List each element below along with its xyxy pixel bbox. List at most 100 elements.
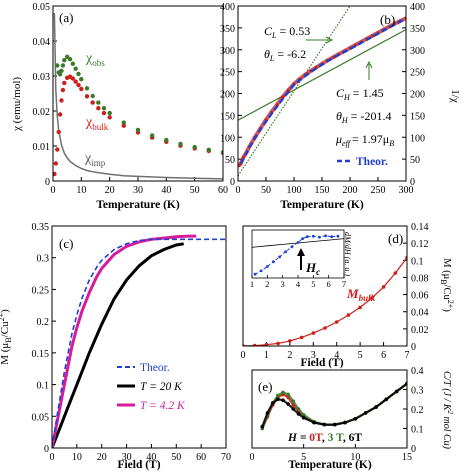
series-1-point [291, 399, 296, 404]
inset-dmdh-point [311, 234, 315, 238]
y-tick-label: 0.3 [411, 386, 424, 397]
series-bulk-point [56, 129, 61, 135]
inset-frame [251, 229, 345, 279]
panel-e-label: (e) [258, 379, 272, 394]
series-obs-point [90, 93, 95, 99]
series-2-point [281, 398, 285, 403]
x-tick-label: 3 [311, 350, 316, 361]
inset-ylabel: dM/dH (a. u.) [343, 232, 352, 276]
x-tick-label: 7 [405, 350, 410, 361]
panel-a-ylabel: χ (emu/mol) [11, 77, 23, 132]
annot-theta-l: θL = -6.2 [264, 47, 306, 63]
series-bulk-point [57, 112, 63, 117]
annot-ch: CH = 1.45 [336, 86, 384, 102]
bulk-point [264, 342, 269, 346]
data-point [238, 164, 241, 168]
panel-b-label: (b) [380, 12, 395, 27]
series-4k-line [52, 234, 197, 448]
series-obs-point [76, 71, 81, 77]
x-tick-label: 200 [343, 185, 358, 196]
panel-e-xlabel: Temperature (K) [288, 459, 372, 471]
panel-d-frame [242, 225, 408, 347]
y-tick-label: 0.15 [32, 349, 50, 360]
series-obs-point [62, 58, 67, 63]
inset-dmdh-point [330, 235, 334, 239]
panel-c-frame [51, 225, 227, 449]
series-obs-point [60, 63, 66, 68]
series-2-point [296, 412, 301, 416]
x-tick-label: 50 [190, 185, 200, 196]
x-tick-label: 0 [250, 452, 255, 463]
series-1-line [261, 382, 407, 429]
series-bulk-point [59, 98, 64, 103]
panel-b-frame [237, 5, 407, 182]
y-tick-label: 250 [410, 68, 425, 79]
y-tick-label: 100 [220, 133, 235, 144]
inset-x-tick-label: 1 [250, 279, 254, 289]
y-tick-label: 0.05 [33, 2, 51, 13]
y-tick-label: 200 [220, 90, 235, 101]
series-obs-point [135, 127, 141, 133]
panel-d: 0 1 2 3 4 5 6 700.020.040.060.080.10.120.14 (d)… [241, 222, 456, 369]
series-obs-point [164, 137, 169, 143]
panel-d-xlabel: Field (T) [300, 357, 343, 369]
arrow-cl-head [325, 36, 334, 44]
x-tick-label: 4 [334, 350, 339, 361]
y-tick-label: 0 [410, 177, 415, 188]
y-tick-label: 0.2 [411, 405, 424, 416]
y-tick-label: 0.14 [411, 222, 429, 233]
series-2-point [265, 411, 270, 415]
series-obs-point [206, 147, 211, 152]
legend-c-label-20k: T = 20 K [140, 381, 183, 393]
series-obs-point [220, 150, 223, 155]
series-2-point [260, 424, 265, 429]
y-tick-label: 100 [410, 133, 425, 144]
y-tick-label: 50 [225, 155, 235, 166]
bulk-point [393, 271, 398, 275]
series-bulk-point [101, 110, 107, 116]
series-imp-line [53, 12, 223, 180]
series-obs-point [67, 57, 73, 62]
inset-x-tick-label: 3 [281, 279, 285, 289]
series-20k-line [52, 242, 184, 448]
panel-a-xlabel: Temperature (K) [96, 199, 180, 211]
y-tick-label: 0.08 [411, 273, 429, 284]
series-2-point [301, 416, 306, 420]
x-tick-label: 40 [161, 185, 171, 196]
series-bulk-point [79, 86, 84, 92]
panel-e-marks [260, 381, 407, 431]
series-theor-line [52, 238, 226, 448]
series-1-point [286, 392, 291, 397]
bulk-point [323, 326, 327, 330]
series-2-point [353, 417, 358, 421]
x-tick-label: 300 [399, 185, 414, 196]
series-2-point [394, 389, 399, 394]
series-bulk-point [121, 123, 127, 128]
y-tick-label: 300 [410, 46, 425, 57]
series-obs-point [192, 144, 197, 150]
series-1-point [276, 393, 280, 398]
y-tick-label: 0 [45, 177, 50, 188]
panel-a-marks [53, 12, 223, 180]
y-tick-label: 300 [220, 46, 235, 57]
inset-dmdh-point [318, 235, 321, 239]
y-tick-label: 0.06 [411, 291, 429, 302]
data-point [371, 34, 374, 38]
series-bulk-point [55, 147, 60, 152]
inset-x-tick-label: 6 [327, 279, 331, 289]
series-2-point [276, 397, 280, 402]
y-tick-label: 250 [220, 68, 235, 79]
series-obs-point [59, 68, 64, 74]
x-tick-label: 0 [241, 350, 246, 361]
series-obs-point [57, 72, 63, 77]
inset-dmdh-line [254, 235, 338, 275]
y-tick-label: 0.1 [37, 381, 50, 392]
y-tick-label: 0.1 [411, 256, 424, 267]
hc-label: Hc [305, 260, 320, 277]
annot-mu-eff: μeff = 1.97μB [335, 132, 394, 148]
x-tick-label: 5 [358, 350, 363, 361]
legend-c-label-4k: T = 4.2 K [140, 400, 186, 412]
panel-b: 0 50 100 150 200 250 3000501001502002503003504… [220, 2, 461, 211]
x-tick-label: 30 [133, 185, 143, 196]
